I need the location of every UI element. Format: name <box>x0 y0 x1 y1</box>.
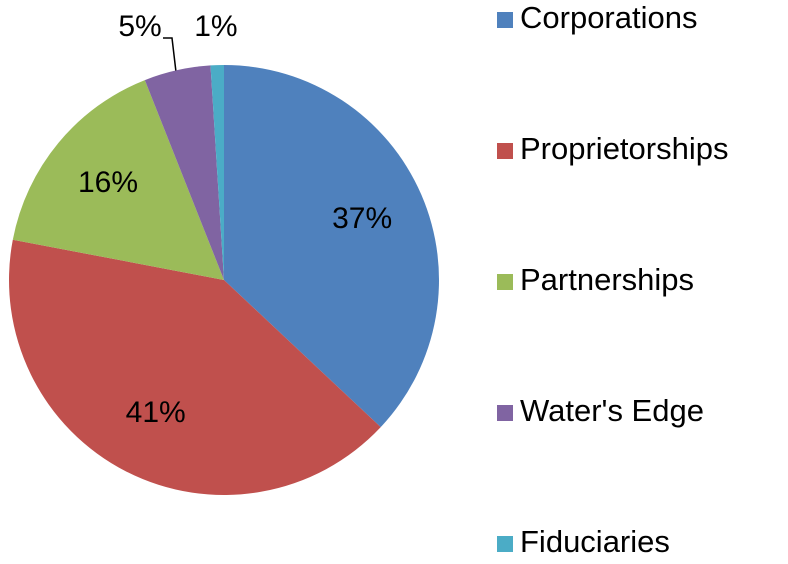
leader-line <box>163 37 177 73</box>
legend-label: Partnerships <box>520 262 694 297</box>
legend-label: Water's Edge <box>520 393 704 428</box>
data-label: 16% <box>78 166 138 199</box>
legend-label: Fiduciaries <box>520 524 670 559</box>
data-label: 5% <box>118 10 161 43</box>
pie-slice <box>12 80 224 280</box>
legend-swatch <box>497 12 513 28</box>
legend-label: Corporations <box>520 0 697 35</box>
legend-swatch <box>497 536 513 552</box>
data-label: 37% <box>332 202 392 235</box>
pie-slice <box>224 65 439 428</box>
pie-slice <box>8 239 381 496</box>
legend-swatch <box>497 405 513 421</box>
legend-swatch <box>497 274 513 290</box>
legend-swatch <box>497 143 513 159</box>
data-label: 41% <box>126 396 186 429</box>
data-label: 1% <box>194 10 237 43</box>
legend-label: Proprietorships <box>520 131 728 166</box>
pie-slice <box>144 65 224 280</box>
pie-slice <box>210 65 224 280</box>
